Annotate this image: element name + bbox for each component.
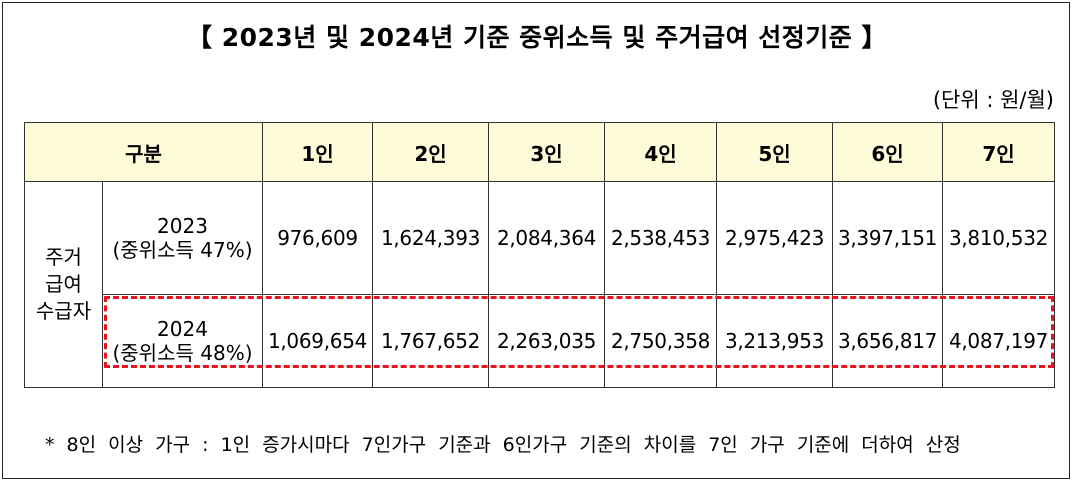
- row-year: 2023: [157, 214, 208, 238]
- group-label-line-2: 급여: [45, 272, 82, 296]
- header-col-5: 5인: [716, 122, 833, 182]
- value-cell: 2,750,358: [604, 294, 717, 388]
- row-note: (중위소득 48%): [112, 341, 253, 365]
- value-cell: 1,767,652: [372, 294, 489, 388]
- header-col-6: 6인: [832, 122, 943, 182]
- header-col-3: 3인: [488, 122, 605, 182]
- header-col-4: 4인: [604, 122, 717, 182]
- row-label-2023: 2023 (중위소득 47%): [102, 181, 263, 295]
- header-col-2: 2인: [372, 122, 489, 182]
- value-cell: 2,538,453: [604, 181, 717, 295]
- value-cell: 1,624,393: [372, 181, 489, 295]
- value-cell: 3,656,817: [832, 294, 943, 388]
- unit-label: (단위 : 원/월): [932, 88, 1054, 112]
- page-title: 【 2023년 및 2024년 기준 중위소득 및 주거급여 선정기준 】: [187, 23, 887, 52]
- row-label-2024: 2024 (중위소득 48%): [102, 294, 263, 388]
- value-cell: 2,975,423: [716, 181, 833, 295]
- header-corner: 구분: [24, 122, 263, 182]
- table-row-2024: 2024 (중위소득 48%) 1,069,654 1,767,652 2,26…: [25, 294, 1055, 388]
- group-label-line-1: 주거: [45, 245, 82, 269]
- header-row: 구분 1인 2인 3인 4인 5인 6인 7인: [24, 122, 1055, 182]
- value-cell: 2,263,035: [488, 294, 605, 388]
- footnote: * 8인 이상 가구 : 1인 증가시마다 7인가구 기준과 6인가구 기준의 …: [45, 434, 961, 456]
- header-col-1: 1인: [262, 122, 373, 182]
- criteria-table: 구분 1인 2인 3인 4인 5인 6인 7인 주거 급여 수급자 2023 (…: [24, 122, 1055, 388]
- value-cell: 1,069,654: [262, 294, 373, 388]
- value-cell: 2,084,364: [488, 181, 605, 295]
- row-year: 2024: [157, 317, 208, 341]
- row-note: (중위소득 47%): [112, 238, 253, 262]
- value-cell: 3,213,953: [716, 294, 833, 388]
- value-cell: 3,397,151: [832, 181, 943, 295]
- header-col-7: 7인: [942, 122, 1055, 182]
- value-cell: 4,087,197: [942, 294, 1055, 388]
- group-label-line-3: 수급자: [35, 299, 92, 323]
- table-row-2023: 주거 급여 수급자 2023 (중위소득 47%) 976,609 1,624,…: [24, 181, 1055, 388]
- value-cell: 976,609: [262, 181, 373, 295]
- value-cell: 3,810,532: [942, 181, 1055, 295]
- group-label-cell: 주거 급여 수급자: [24, 181, 103, 388]
